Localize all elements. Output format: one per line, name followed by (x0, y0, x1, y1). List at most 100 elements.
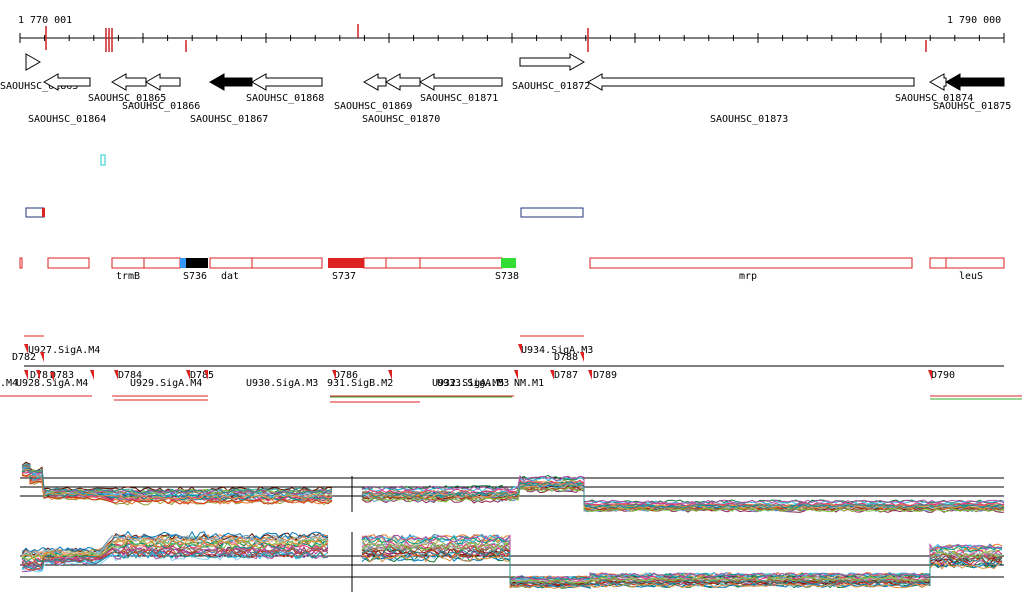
gene-label: SAOUHSC_01868 (246, 93, 324, 104)
expression-profile-line (21, 533, 329, 554)
gene-arrow (928, 73, 947, 91)
feature-label: D787 (554, 370, 578, 381)
expression-profile-line (21, 549, 329, 570)
transcript-segment (328, 258, 364, 268)
gene-annotation-track: SAOUHSC_01863 SAOUHSC_01864 SAOUHSC_0186… (0, 53, 1011, 125)
feature-marker (580, 352, 584, 362)
region-box (25, 207, 45, 218)
gene-arrow (362, 73, 387, 91)
feature-marker (928, 370, 932, 380)
expression-profile-line (361, 481, 1005, 509)
region-track (25, 207, 584, 218)
feature-marker (518, 344, 522, 354)
expression-profile-line (361, 482, 1005, 510)
expression-profile-line (21, 469, 333, 502)
transcript-box (945, 257, 1005, 269)
feature-label: D789 (593, 370, 617, 381)
gene-label: SAOUHSC_01865 (88, 93, 166, 104)
expression-profile-line (361, 474, 1005, 505)
transcript-box (589, 257, 913, 269)
transcript-box (363, 257, 387, 269)
expression-profile-line (21, 538, 329, 561)
expression-profile-line (361, 547, 1003, 587)
expression-profile-line (21, 530, 329, 554)
gene-arrow (384, 73, 421, 91)
transcript-box (385, 257, 421, 269)
operon-label: S737 (332, 271, 356, 282)
feature-marker (204, 370, 208, 380)
operon-label: S736 (183, 271, 207, 282)
transcript-box (419, 257, 503, 269)
gene-label: SAOUHSC_01873 (710, 114, 788, 125)
expression-profile-line (361, 485, 1005, 512)
gene-arrow (25, 53, 42, 71)
feature-marker (114, 370, 118, 380)
coordinate-ruler: 1 770 001 1 790 000 (18, 15, 1005, 52)
feature-label: D790 (931, 370, 955, 381)
promoter-feature-track: U927.SigA.M4 D782 U928.SigA.M4 .M4 D78 D… (0, 335, 1022, 403)
region-box (520, 207, 584, 218)
gene-label: SAOUHSC_01864 (28, 114, 106, 125)
gene-arrow (519, 53, 586, 71)
feature-marker (514, 370, 518, 380)
feature-label: U934.SigA.M3 (521, 345, 593, 356)
gene-label: SAOUHSC_01875 (933, 101, 1011, 112)
feature-label: U932.SigA.M5 (432, 378, 504, 389)
operon-label: leuS (959, 271, 983, 282)
gene-arrow (144, 73, 181, 91)
expression-profile-line (361, 540, 1003, 584)
expression-profile-line (21, 535, 329, 559)
expression-profile-line (21, 547, 329, 570)
feature-marker (36, 370, 40, 380)
gene-arrow (418, 73, 503, 91)
feature-label: U930.SigA.M3 (246, 378, 318, 389)
feature-label: U933.SigA.M3 (437, 378, 509, 389)
expression-profile-tracks (20, 461, 1005, 592)
region-marker (42, 208, 45, 217)
gene-arrow (586, 73, 915, 91)
feature-marker (332, 370, 336, 380)
feature-marker (40, 352, 44, 362)
expression-profile-line (21, 552, 329, 573)
expression-profile-line (21, 470, 333, 503)
transcript-track: trmB S736 dat S737 S738 mrp leuS (19, 257, 1005, 282)
expression-profile-line (362, 554, 1003, 589)
gene-arrow (42, 73, 91, 91)
feature-label: D782 (12, 352, 36, 363)
feature-label: D784 (118, 370, 142, 381)
expression-profile-line (21, 464, 333, 494)
feature-marker (186, 370, 190, 380)
feature-marker (388, 370, 392, 380)
feature-label: U927.SigA.M4 (28, 345, 100, 356)
feature-label: .M4 (0, 378, 18, 389)
operon-label: S738 (495, 271, 519, 282)
transcript-segment (186, 258, 208, 268)
feature-label: D786 (334, 370, 358, 381)
ruler-end-label: 1 790 000 (947, 15, 1001, 26)
operon-label: dat (221, 271, 239, 282)
transcript-segment (501, 258, 516, 268)
expression-profile-line (21, 468, 333, 500)
feature-marker (24, 370, 28, 380)
expression-profile-line (361, 542, 1003, 584)
feature-label: 931.SigB.M2 (327, 378, 393, 389)
gene-label: SAOUHSC_01863 (0, 81, 78, 92)
ruler-start-label: 1 770 001 (18, 15, 72, 26)
transcript-box (143, 257, 181, 269)
feature-label: U928.SigA.M4 (16, 378, 88, 389)
feature-label: D783 (50, 370, 74, 381)
gene-arrow (208, 73, 253, 91)
feature-marker (588, 370, 592, 380)
expression-profile-line (21, 464, 333, 496)
gene-label: SAOUHSC_01866 (122, 101, 200, 112)
gene-label: SAOUHSC_01874 (895, 93, 973, 104)
transcript-box (929, 257, 947, 269)
operon-label: trmB (116, 271, 140, 282)
gene-arrow (944, 73, 1005, 91)
cyan-marker (100, 154, 106, 166)
gene-arrow (110, 73, 147, 91)
feature-label: U929.SigA.M4 (130, 378, 202, 389)
feature-marker (50, 372, 54, 382)
feature-label: D785 (190, 370, 214, 381)
